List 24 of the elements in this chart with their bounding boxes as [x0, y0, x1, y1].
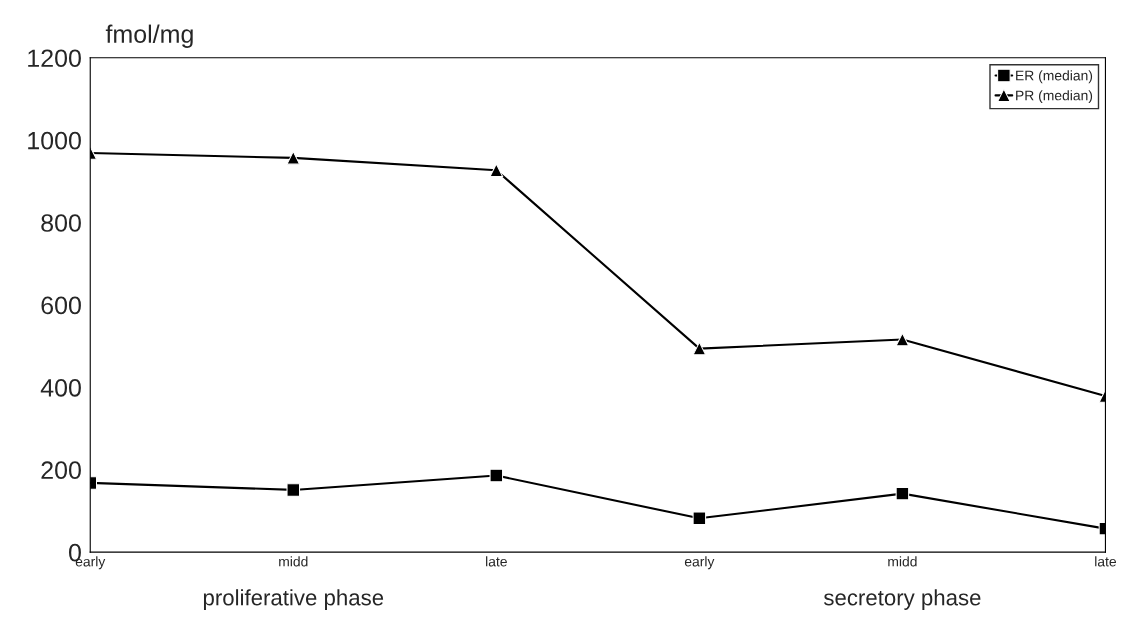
point — [489, 468, 504, 483]
legend-label: ER (median) — [1016, 70, 1093, 84]
y-axis-title: fmol/mg — [105, 24, 193, 48]
x-tick-label: midd — [279, 556, 308, 567]
point — [692, 341, 707, 356]
y-tick-label: 1200 — [28, 49, 81, 68]
point — [286, 483, 301, 497]
point — [286, 151, 301, 165]
point — [692, 511, 707, 526]
y-tick-label: 1000 — [28, 131, 81, 150]
y-tick-label: 800 — [41, 214, 81, 232]
text: secretory phase — [823, 589, 981, 610]
y-tick-label: 400 — [40, 378, 81, 397]
x-tick-label: late — [486, 556, 507, 567]
x-tick-label: late — [1095, 556, 1117, 567]
y-tick-label: 200 — [41, 461, 81, 480]
legend-label: PR (median) — [1016, 90, 1093, 104]
text: proliferative phase — [203, 589, 384, 610]
y-tick-label: 600 — [41, 296, 81, 315]
point — [895, 486, 910, 501]
x-tick-label: early — [684, 556, 715, 570]
point — [895, 332, 910, 347]
x-tick-label: midd — [888, 556, 917, 567]
point — [489, 163, 504, 178]
